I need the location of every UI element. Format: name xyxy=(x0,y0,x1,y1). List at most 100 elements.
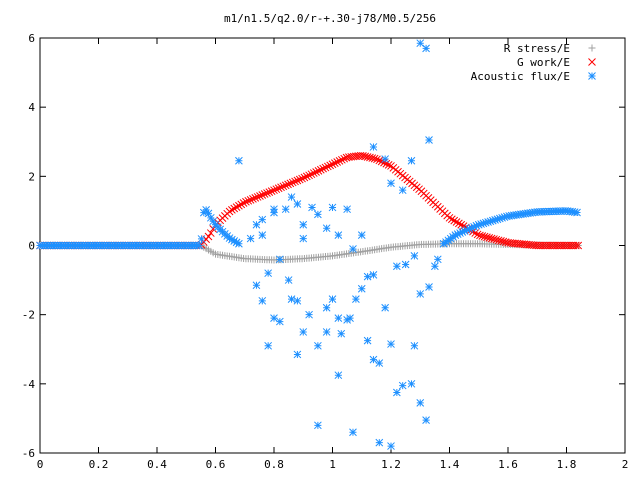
data-point xyxy=(458,228,467,236)
data-point xyxy=(363,153,372,161)
data-point xyxy=(366,153,374,162)
data-point xyxy=(473,230,482,239)
legend-marker xyxy=(588,72,596,80)
data-point xyxy=(281,205,290,214)
y-tick-label: -6 xyxy=(22,447,35,460)
data-point xyxy=(369,143,378,151)
data-point xyxy=(342,153,351,162)
data-point xyxy=(433,255,442,264)
axes-layer: 0 0.2 0.4 0.6 0.8 1 1.2 1.4 1.6 1.8 2 -6 -4 -2 0 2 4 6 xyxy=(22,32,629,471)
data-point xyxy=(239,199,248,207)
data-point xyxy=(363,336,372,345)
data-point xyxy=(274,184,283,193)
data-point xyxy=(357,284,366,293)
data-point xyxy=(398,186,407,195)
data-point xyxy=(501,238,510,246)
legend-label: Acoustic flux/E xyxy=(471,70,570,83)
data-point xyxy=(477,220,485,228)
data-point xyxy=(284,180,292,189)
data-point xyxy=(450,216,459,225)
x-tick-label: 1.8 xyxy=(557,458,577,471)
data-point xyxy=(277,183,285,192)
data-point xyxy=(453,230,462,238)
data-point xyxy=(463,226,471,234)
data-point xyxy=(322,328,331,336)
data-point xyxy=(486,217,495,226)
data-point xyxy=(384,160,393,169)
data-point xyxy=(256,192,264,200)
y-tick-label: 0 xyxy=(28,240,35,253)
data-point xyxy=(381,155,390,163)
data-point xyxy=(293,200,302,208)
data-point xyxy=(343,316,351,324)
data-point xyxy=(422,416,430,424)
data-point xyxy=(252,281,261,290)
data-point xyxy=(451,231,460,239)
data-point xyxy=(357,231,366,239)
x-tick-label: 0 xyxy=(37,458,44,471)
data-point xyxy=(455,219,463,228)
data-point xyxy=(204,209,213,218)
data-point xyxy=(322,224,331,233)
data-point xyxy=(361,152,370,161)
data-point xyxy=(235,156,243,165)
data-point xyxy=(330,159,339,167)
data-point xyxy=(368,154,377,162)
y-tick-label: 6 xyxy=(28,32,35,45)
data-point xyxy=(291,177,299,186)
data-point xyxy=(474,220,483,229)
data-point xyxy=(314,210,322,219)
data-point xyxy=(375,359,384,367)
data-point xyxy=(286,179,295,188)
data-point xyxy=(343,205,351,214)
data-point xyxy=(410,252,419,260)
data-point xyxy=(209,217,218,226)
data-point xyxy=(288,178,297,187)
data-point xyxy=(479,219,488,228)
data-point xyxy=(293,176,302,185)
data-point xyxy=(204,232,213,241)
x-tick-label: 1.2 xyxy=(381,458,401,471)
data-point xyxy=(387,442,395,450)
data-point xyxy=(299,234,308,243)
data-point xyxy=(500,213,509,221)
data-point xyxy=(416,39,425,48)
data-point xyxy=(334,371,343,380)
data-point xyxy=(197,235,206,243)
data-point xyxy=(335,157,344,165)
data-point xyxy=(225,234,234,242)
data-point xyxy=(425,283,433,291)
data-point xyxy=(295,175,304,184)
data-point xyxy=(319,164,327,173)
data-point xyxy=(275,255,284,264)
data-point xyxy=(307,170,316,179)
data-point xyxy=(445,213,454,222)
data-point xyxy=(264,341,273,350)
data-point xyxy=(287,295,296,303)
data-point xyxy=(470,222,478,231)
data-point xyxy=(264,269,273,278)
data-point xyxy=(322,303,331,312)
data-point xyxy=(492,235,501,244)
data-point xyxy=(416,290,425,298)
data-point xyxy=(328,295,337,303)
data-point xyxy=(484,218,492,226)
data-point xyxy=(321,163,330,172)
data-point xyxy=(499,237,508,246)
data-point xyxy=(302,172,311,181)
data-point xyxy=(270,186,278,195)
data-point xyxy=(487,234,496,243)
data-point xyxy=(225,207,234,216)
data-point xyxy=(431,262,439,271)
data-point xyxy=(392,388,401,397)
y-tick-label: -2 xyxy=(22,309,35,322)
x-tick-label: 0.8 xyxy=(264,458,284,471)
data-point xyxy=(252,220,261,229)
data-point xyxy=(326,161,335,170)
data-point xyxy=(502,212,511,221)
data-point xyxy=(228,235,236,244)
data-point xyxy=(476,231,484,240)
data-point xyxy=(363,272,372,281)
